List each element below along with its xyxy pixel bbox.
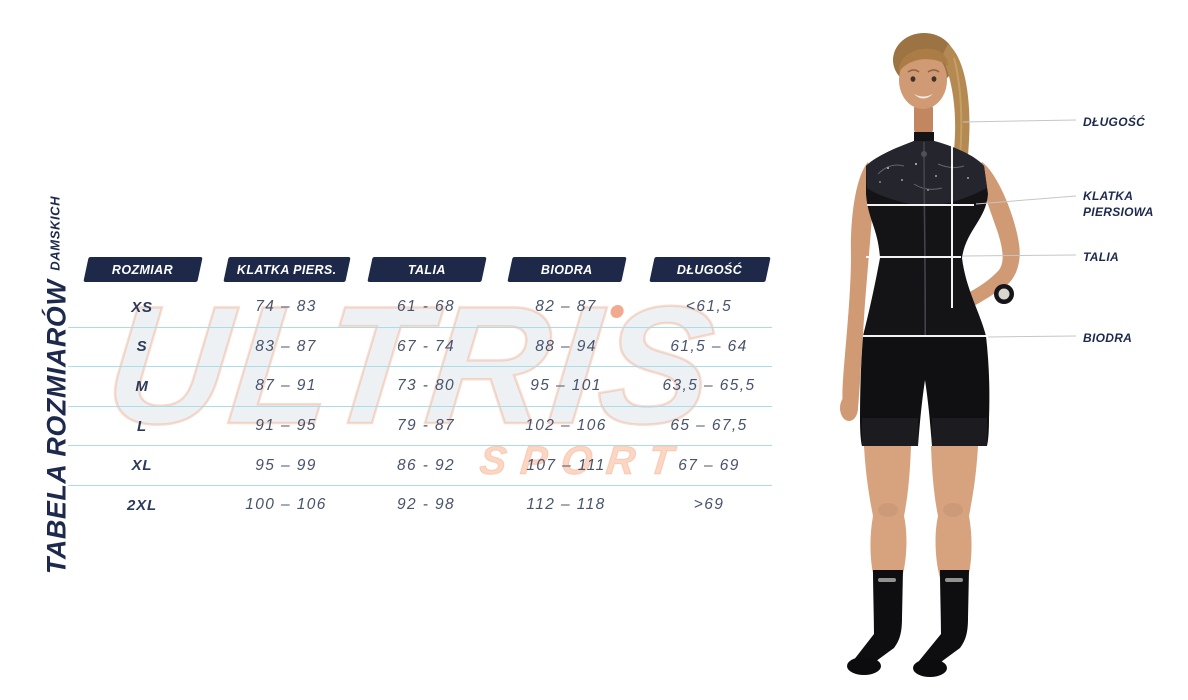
header-biodra: BIODRA (507, 257, 627, 282)
cell-waist: 73 - 80 (396, 377, 456, 395)
cell-waist: 67 - 74 (396, 337, 456, 355)
page-title-main: TABELA ROZMIARÓW (41, 279, 72, 575)
cell-waist: 79 - 87 (396, 417, 456, 435)
cell-hips: 107 – 111 (526, 456, 606, 474)
cell-length: 65 – 67,5 (670, 417, 748, 435)
page-title: TABELA ROZMIARÓW DAMSKICH (42, 196, 73, 574)
header-klatka-piers: KLATKA PIERS. (223, 257, 351, 282)
table-header-row: ROZMIAR KLATKA PIERS. TALIA BIODRA DŁUGO… (0, 257, 1188, 282)
cell-hips: 82 – 87 (535, 298, 597, 316)
cell-length: <61,5 (685, 298, 733, 316)
header-rozmiar: ROZMIAR (83, 257, 203, 282)
header-biodra-label: BIODRA (541, 262, 593, 277)
header-dlugosc: DŁUGOŚĆ (649, 257, 771, 282)
cell-length: 67 – 69 (678, 456, 740, 474)
label-klatka-line1: KLATKA (1083, 189, 1134, 203)
cell-chest: 87 – 91 (255, 377, 317, 395)
cell-length: 63,5 – 65,5 (662, 377, 756, 395)
cell-chest: 83 – 87 (255, 337, 317, 355)
table-row-l: L 91 – 95 79 - 87 102 – 106 65 – 67,5 (68, 407, 772, 447)
label-klatka-line2: PIERSIOWA (1083, 205, 1154, 219)
cell-chest: 100 – 106 (245, 496, 327, 514)
cell-hips: 88 – 94 (535, 337, 597, 355)
header-rozmiar-label: ROZMIAR (112, 262, 174, 277)
cell-waist: 92 - 98 (396, 496, 456, 514)
cell-chest: 74 – 83 (255, 298, 317, 316)
label-talia: TALIA (1083, 250, 1119, 264)
cell-size: S (136, 338, 148, 356)
cell-waist: 86 - 92 (396, 456, 456, 474)
socks (847, 570, 969, 677)
face (898, 48, 949, 136)
header-talia-label: TALIA (408, 262, 446, 277)
cell-waist: 61 - 68 (396, 298, 456, 316)
cell-size: M (135, 377, 149, 395)
label-dlugosc: DŁUGOŚĆ (1083, 115, 1146, 129)
cell-hips: 112 – 118 (526, 496, 606, 514)
header-dlugosc-label: DŁUGOŚĆ (677, 262, 743, 277)
header-talia: TALIA (367, 257, 487, 282)
table-row-xl: XL 95 – 99 86 - 92 107 – 111 67 – 69 (68, 446, 772, 486)
size-table-body: XS 74 – 83 61 - 68 82 – 87 <61,5 S 83 – … (68, 288, 772, 525)
cell-length: 61,5 – 64 (670, 337, 748, 355)
table-row-s: S 83 – 87 67 - 74 88 – 94 61,5 – 64 (68, 328, 772, 368)
cell-size: 2XL (127, 496, 157, 514)
cell-length: >69 (693, 496, 725, 514)
cell-chest: 91 – 95 (255, 417, 317, 435)
cell-chest: 95 – 99 (255, 456, 317, 474)
label-klatka-piersiowa: KLATKA PIERSIOWA (1083, 188, 1154, 220)
header-klatka-piers-label: KLATKA PIERS. (237, 262, 337, 277)
cell-hips: 102 – 106 (525, 417, 607, 435)
jersey (863, 132, 988, 365)
table-row-xs: XS 74 – 83 61 - 68 82 – 87 <61,5 (68, 288, 772, 328)
table-row-m: M 87 – 91 73 - 80 95 – 101 63,5 – 65,5 (68, 367, 772, 407)
cell-size: XS (131, 298, 153, 316)
shorts (860, 336, 990, 446)
model-photo (840, 33, 1020, 677)
page-title-sub: DAMSKICH (47, 195, 63, 271)
cell-size: XL (131, 457, 153, 475)
cell-hips: 95 – 101 (530, 377, 602, 395)
cell-size: L (137, 417, 147, 435)
table-row-2xl: 2XL 100 – 106 92 - 98 112 – 118 >69 (68, 486, 772, 525)
watch (994, 284, 1014, 304)
label-biodra: BIODRA (1083, 331, 1133, 345)
